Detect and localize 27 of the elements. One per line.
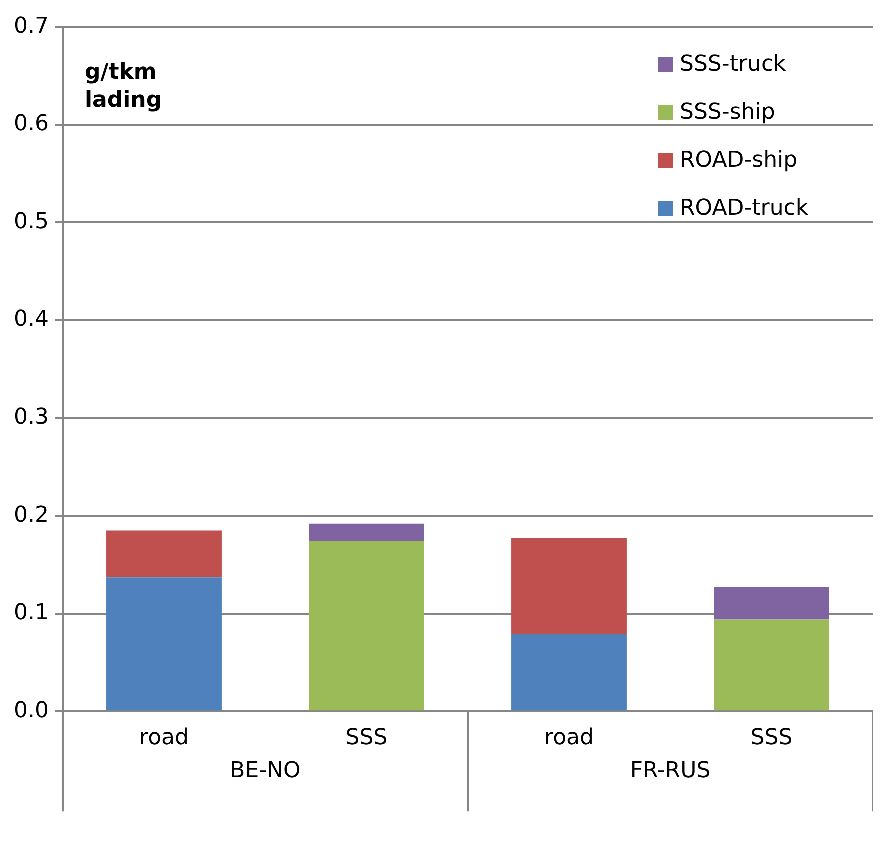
x-tick-label: road xyxy=(544,726,594,751)
bar xyxy=(106,578,222,711)
y-tick-label: 0.1 xyxy=(14,600,49,626)
bar xyxy=(714,620,830,711)
y-tick-label: 0.2 xyxy=(14,502,49,528)
legend-label: SSS-truck xyxy=(680,52,787,77)
x-tick-label: SSS xyxy=(750,726,793,751)
bar xyxy=(512,538,627,634)
y-tick-label: 0.5 xyxy=(14,209,49,234)
bar xyxy=(309,541,424,711)
legend-label: ROAD-truck xyxy=(680,196,809,221)
text: FR-RUS xyxy=(630,758,711,784)
bar xyxy=(106,530,222,578)
text: BE-NO xyxy=(230,758,301,784)
x-tick-label: SSS xyxy=(346,726,388,751)
bar xyxy=(309,524,424,542)
y-tick-label: 0.4 xyxy=(14,307,49,332)
y-axis-title: g/tkm lading xyxy=(84,60,162,113)
y-tick-label: 0.0 xyxy=(14,698,49,724)
bar xyxy=(714,587,830,620)
y-tick-label: 0.3 xyxy=(14,405,49,430)
y-tick-label: 0.7 xyxy=(14,14,49,39)
y-tick-label: 0.6 xyxy=(14,112,49,137)
x-tick-label: road xyxy=(140,726,189,751)
legend-label: ROAD-ship xyxy=(680,148,798,173)
bar xyxy=(512,634,627,711)
legend-label: SSS-ship xyxy=(680,100,776,125)
